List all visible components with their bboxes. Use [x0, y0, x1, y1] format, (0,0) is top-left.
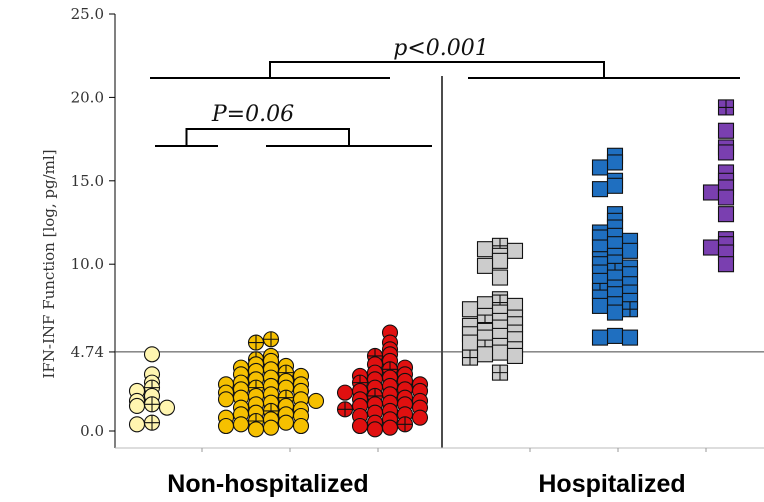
data-point — [461, 301, 479, 318]
y-axis-label: IFN-INF Function [log, pg/ml] — [40, 149, 58, 378]
data-point — [717, 206, 735, 223]
point-cross-mark — [622, 301, 638, 317]
data-point — [476, 346, 494, 363]
y-ticks: 0.0 4.74 10.0 15.0 20.0 25.0 — [71, 5, 115, 440]
group-label-hospitalized: Hospitalized — [538, 470, 685, 498]
data-point — [621, 242, 639, 259]
data-point — [506, 242, 524, 259]
data-points — [128, 99, 735, 438]
bracket-nonhospitalized — [155, 128, 432, 147]
point-cross-mark — [144, 396, 160, 412]
point-cross-mark — [492, 365, 508, 381]
point-cross-mark — [337, 401, 353, 417]
data-point — [336, 384, 354, 401]
data-point — [606, 177, 624, 194]
data-point — [491, 252, 509, 269]
data-point — [476, 257, 494, 274]
data-point — [247, 421, 265, 438]
p-value-label-nonhospitalized: P=0.06 — [211, 102, 294, 127]
data-point — [217, 417, 235, 435]
y-tick-label: 25.0 — [71, 5, 104, 23]
data-point — [476, 241, 494, 258]
data-point — [128, 397, 146, 415]
data-point — [461, 334, 479, 351]
data-point — [292, 417, 310, 435]
data-point — [717, 144, 735, 161]
data-point — [351, 417, 369, 435]
data-point — [591, 181, 609, 198]
y-tick-label: 15.0 — [71, 172, 104, 190]
data-point — [307, 392, 325, 410]
data-point — [591, 159, 609, 176]
y-tick-label: 0.0 — [80, 422, 104, 440]
x-axis-minor-ticks — [201, 448, 707, 452]
data-point — [411, 409, 429, 426]
data-point — [621, 329, 639, 346]
data-point — [591, 329, 609, 346]
data-point — [143, 346, 161, 363]
data-point — [606, 154, 624, 171]
data-point — [717, 189, 735, 206]
data-point — [717, 256, 735, 273]
data-point — [606, 327, 624, 344]
point-cross-mark — [718, 99, 734, 115]
bracket-overall — [150, 61, 740, 79]
data-point — [158, 399, 176, 416]
data-point — [232, 416, 250, 433]
point-cross-mark — [462, 350, 478, 366]
plot-frame — [114, 14, 764, 449]
significance-brackets — [150, 61, 740, 147]
point-cross-mark — [263, 331, 279, 347]
data-point — [277, 414, 295, 431]
data-point — [506, 347, 524, 364]
data-point — [381, 419, 399, 436]
data-point — [217, 391, 235, 408]
point-cross-mark — [248, 335, 264, 351]
point-cross-mark — [397, 416, 413, 432]
data-point — [606, 304, 624, 321]
data-point — [366, 421, 384, 438]
point-cross-mark — [144, 415, 160, 431]
data-point — [702, 184, 720, 201]
y-tick-label: 4.74 — [71, 343, 104, 361]
y-tick-label: 20.0 — [71, 88, 104, 106]
data-point — [591, 297, 609, 314]
group-label-nonhospitalized: Non-hospitalized — [167, 470, 368, 498]
data-point — [702, 239, 720, 256]
p-value-label-overall: p<0.001 — [393, 36, 489, 61]
y-tick-label: 10.0 — [71, 255, 104, 273]
data-point — [717, 122, 735, 139]
data-point — [491, 344, 509, 361]
data-point — [491, 269, 509, 286]
data-point — [128, 416, 146, 433]
data-point — [262, 419, 280, 436]
